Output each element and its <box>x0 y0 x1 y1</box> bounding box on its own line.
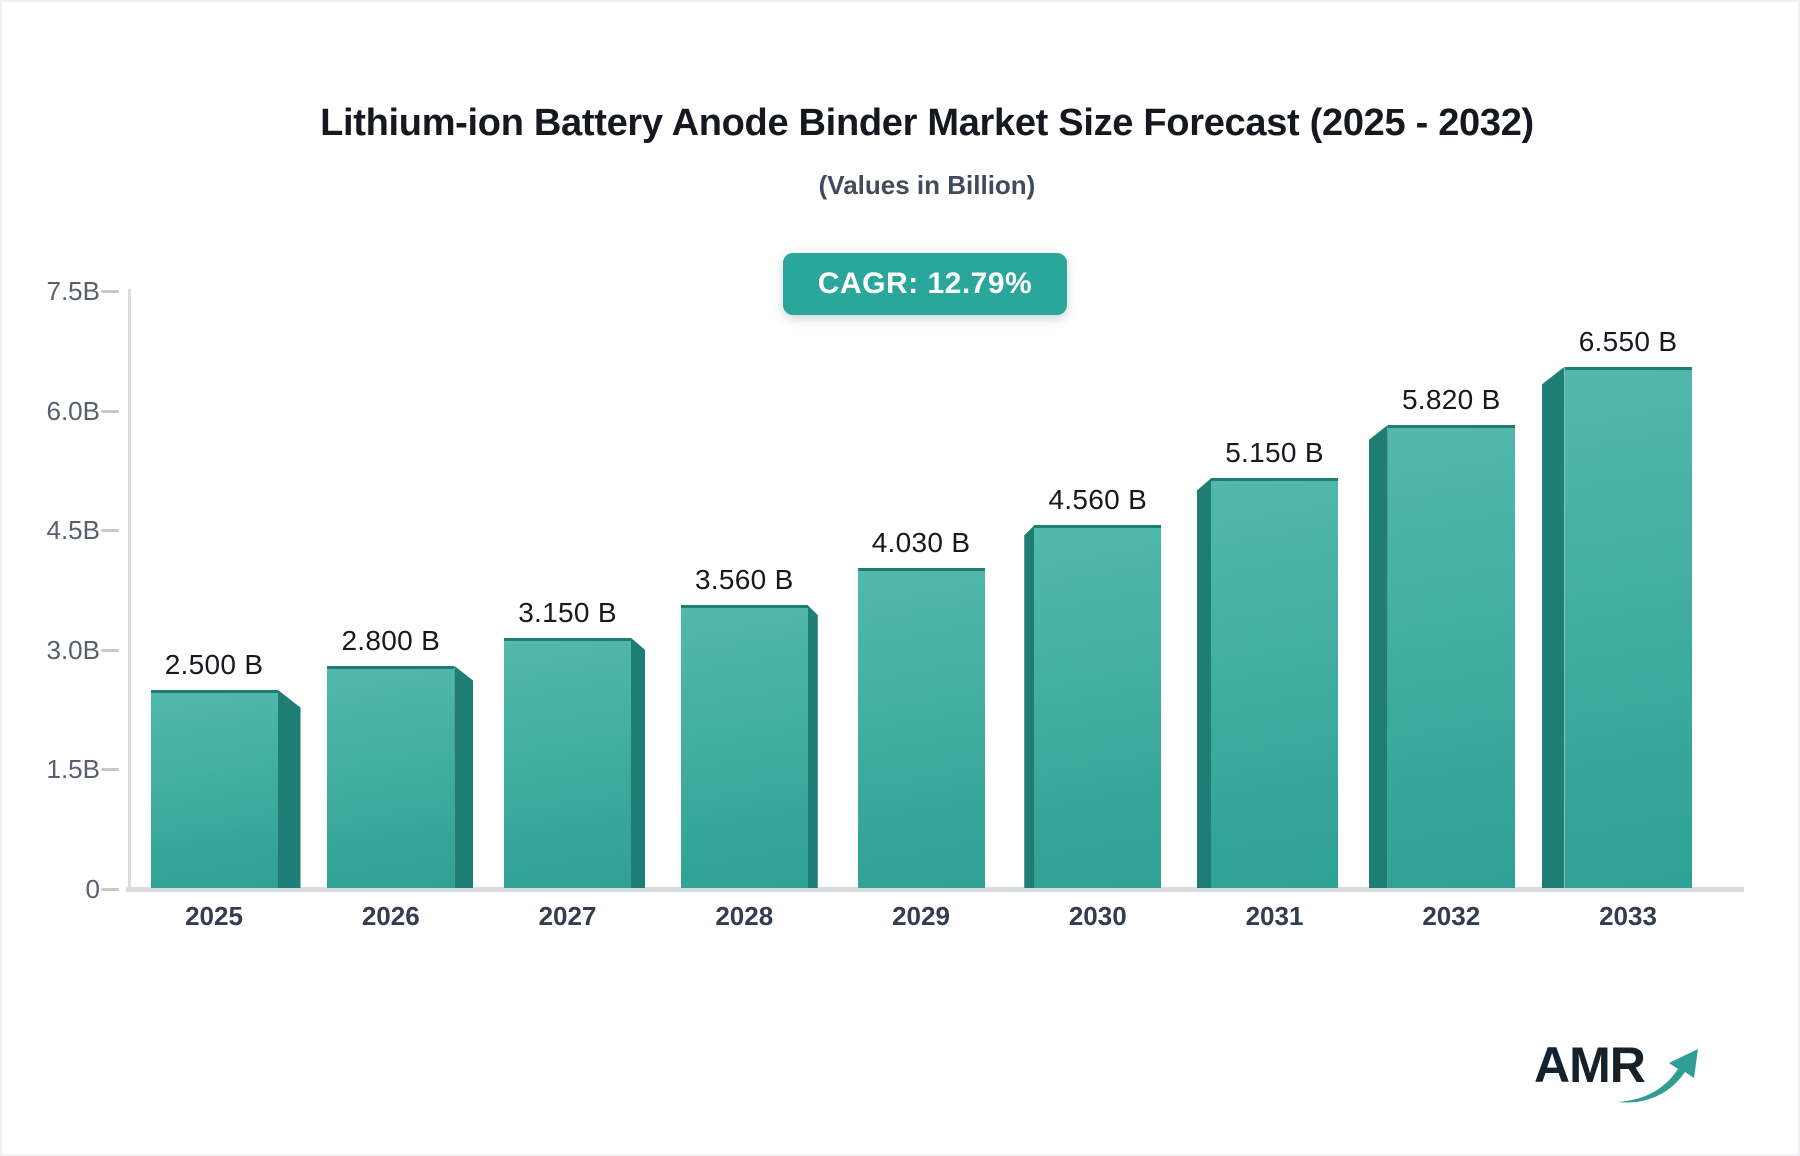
bar <box>327 665 455 888</box>
x-axis-label: 2031 <box>1245 901 1304 931</box>
y-axis-line <box>128 289 131 891</box>
bar-value-label: 2.500 B <box>164 648 264 680</box>
bar-value-label: 5.150 B <box>1225 437 1324 469</box>
chart-title: Lithium-ion Battery Anode Binder Market … <box>320 102 1534 144</box>
y-axis-label: 0 <box>85 874 100 904</box>
bar-side-face <box>1368 424 1388 888</box>
bar <box>1564 366 1692 888</box>
y-tick-dash <box>101 529 119 533</box>
bar <box>857 567 985 888</box>
x-axis-label: 2029 <box>892 901 950 931</box>
amr-logo-text: AMR <box>1534 1037 1646 1093</box>
bar-value-label: 5.820 B <box>1401 383 1501 415</box>
y-tick-dash <box>101 409 119 413</box>
bar <box>1211 478 1338 888</box>
bar-side-face <box>454 665 474 888</box>
bar <box>1387 424 1515 888</box>
bar-side-face <box>631 637 645 888</box>
growth-arrow-icon <box>1618 1049 1698 1103</box>
cagr-badge: CAGR: 12.79% <box>783 253 1067 315</box>
bar <box>150 689 278 888</box>
x-axis-line <box>126 887 1744 892</box>
x-axis-label: 2030 <box>1068 901 1127 931</box>
bar <box>504 637 631 888</box>
x-axis-label: 2025 <box>185 901 243 931</box>
y-tick-dash <box>101 648 119 652</box>
bar-side-face <box>807 605 818 888</box>
bar-value-label: 4.030 B <box>871 526 971 558</box>
y-tick-dash <box>101 888 119 891</box>
bar-side-face <box>277 689 301 888</box>
y-tick-dash <box>101 768 119 772</box>
y-axis-label: 6.0B <box>46 395 101 426</box>
bar-side-face <box>1024 525 1035 888</box>
bar-side-face <box>1541 366 1565 888</box>
bar-value-label: 3.560 B <box>694 564 794 596</box>
bar-value-label: 2.800 B <box>341 624 441 656</box>
y-axis-label: 7.5B <box>46 276 101 306</box>
x-axis-label: 2027 <box>538 901 597 931</box>
bar-value-label: 4.560 B <box>1048 484 1148 516</box>
y-axis-label: 1.5B <box>46 754 101 785</box>
chart-subtitle: (Values in Billion) <box>818 170 1036 200</box>
bar <box>1034 525 1162 888</box>
x-axis-label: 2028 <box>715 901 774 931</box>
bar <box>680 605 808 888</box>
y-tick-dash <box>101 290 119 293</box>
cagr-badge-label: CAGR: 12.79% <box>817 267 1033 300</box>
x-axis-label: 2033 <box>1599 901 1657 931</box>
bar-value-label: 6.550 B <box>1578 325 1678 357</box>
amr-logo: AMR <box>1522 1030 1752 1120</box>
y-axis-label: 4.5B <box>46 515 101 546</box>
bar-value-label: 3.150 B <box>518 596 617 628</box>
bar-side-face <box>1197 478 1211 888</box>
x-axis-label: 2032 <box>1422 901 1481 931</box>
x-axis-label: 2026 <box>361 901 420 931</box>
y-axis-label: 3.0B <box>46 634 101 665</box>
